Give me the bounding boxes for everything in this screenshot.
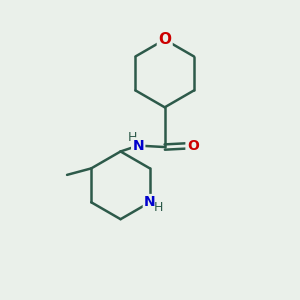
Text: H: H [153,201,163,214]
Text: O: O [187,139,199,153]
Text: O: O [158,32,171,47]
Text: H: H [128,131,138,144]
Text: N: N [144,195,156,209]
Text: N: N [132,139,144,153]
